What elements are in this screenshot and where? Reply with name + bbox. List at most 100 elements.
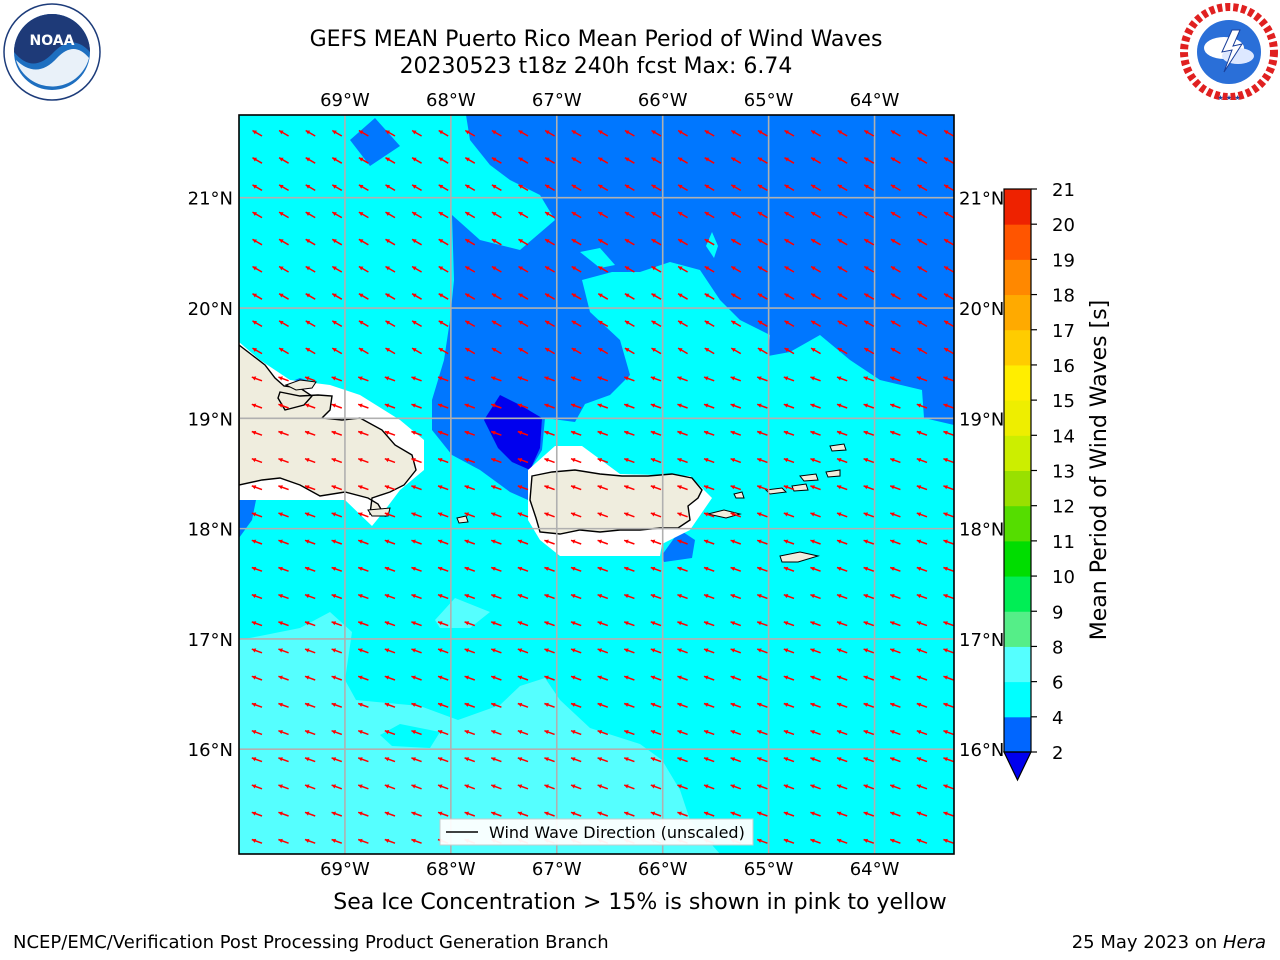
- wind-arrow: [571, 238, 582, 246]
- wind-arrow: [837, 211, 848, 219]
- wind-arrow: [651, 211, 662, 219]
- wind-arrow: [571, 265, 582, 273]
- wind-arrow: [836, 376, 848, 382]
- wind-arrow: [623, 648, 635, 654]
- wind-arrow: [890, 265, 901, 273]
- wind-arrow: [517, 376, 529, 382]
- wind-arrow: [810, 430, 821, 436]
- wind-arrow: [730, 784, 742, 790]
- lon-tick-label-top: 69°W: [320, 90, 370, 111]
- wind-arrow: [544, 211, 555, 219]
- wind-arrow: [863, 811, 875, 817]
- wind-arrow: [889, 784, 901, 790]
- wind-arrow: [837, 184, 848, 192]
- wind-arrow: [889, 757, 901, 763]
- wind-arrow: [863, 238, 875, 246]
- wind-arrow: [570, 621, 582, 627]
- wind-arrow: [704, 184, 715, 192]
- wind-arrow: [570, 811, 582, 817]
- wind-arrow: [943, 320, 954, 328]
- wind-arrow: [437, 621, 449, 627]
- wind-arrow: [623, 729, 635, 736]
- wind-arrow: [597, 512, 609, 518]
- wind-arrow: [677, 403, 688, 409]
- colorbar-segment: [1004, 294, 1031, 331]
- wind-arrow: [411, 430, 422, 436]
- wind-arrow: [331, 566, 343, 572]
- wind-arrow: [703, 457, 715, 464]
- wind-arrow: [836, 512, 848, 518]
- wind-arrow: [623, 702, 635, 708]
- wind-arrow: [917, 184, 928, 192]
- wind-arrow: [783, 621, 795, 627]
- wind-arrow: [438, 238, 449, 246]
- wind-arrow: [597, 430, 609, 436]
- wind-arrow: [278, 512, 289, 518]
- wind-arrow: [863, 757, 875, 763]
- wind-arrow: [943, 485, 954, 491]
- colorbar-tick-label: 16: [1052, 356, 1075, 377]
- wind-arrow: [943, 265, 954, 273]
- wind-arrow: [704, 293, 715, 300]
- wind-arrow: [784, 320, 795, 328]
- wind-arrow: [677, 347, 688, 355]
- wind-arrow: [305, 157, 316, 164]
- lat-tick-label-right: 16°N: [959, 740, 1004, 761]
- wind-arrow: [783, 784, 795, 790]
- land-tortola: [799, 473, 819, 482]
- wind-arrow: [438, 129, 449, 137]
- wind-arrow: [597, 648, 609, 654]
- wind-arrow: [304, 512, 316, 518]
- wind-arrow: [597, 157, 609, 164]
- colorbar-segment: [1004, 435, 1031, 471]
- colorbar-segment: [1004, 470, 1031, 507]
- wind-arrow: [331, 648, 343, 654]
- wind-arrow: [570, 485, 582, 491]
- wind-arrow: [357, 702, 369, 708]
- wind-arrow: [385, 129, 396, 137]
- wind-arrow: [491, 157, 502, 164]
- wind-arrow: [889, 648, 901, 654]
- wind-arrow: [810, 811, 821, 817]
- wind-arrow: [863, 621, 875, 627]
- wind-arrow: [570, 702, 582, 708]
- wind-arrow: [305, 211, 316, 219]
- colorbar-segment: [1004, 400, 1031, 436]
- wind-arrow: [251, 376, 263, 382]
- wind-arrow: [916, 729, 928, 736]
- land-sombrero: [829, 443, 847, 452]
- wind-arrow: [464, 457, 476, 464]
- wind-arrow: [438, 320, 449, 328]
- wind-arrow: [810, 784, 821, 790]
- wind-arrow: [730, 293, 742, 300]
- colorbar-segment: [1004, 329, 1031, 366]
- wind-arrow: [756, 702, 768, 708]
- wind-arrow: [252, 293, 263, 300]
- wind-arrow: [464, 403, 476, 409]
- wind-arrow: [863, 648, 875, 654]
- wind-arrow: [703, 675, 715, 681]
- wind-arrow: [385, 320, 396, 328]
- wind-arrow: [517, 403, 529, 409]
- wind-arrow: [943, 403, 954, 409]
- wind-arrow: [305, 293, 316, 300]
- wind-arrow: [703, 376, 715, 382]
- wind-arrow: [677, 376, 688, 382]
- wind-arrow: [411, 648, 422, 654]
- wind-arrow: [730, 265, 742, 273]
- wind-arrow: [491, 293, 502, 300]
- wind-arrow: [278, 729, 289, 736]
- lat-tick-label-left: 18°N: [188, 520, 233, 541]
- wind-arrow: [278, 784, 289, 790]
- wind-arrow: [384, 784, 396, 790]
- wind-arrow: [331, 293, 343, 300]
- wind-arrow: [889, 539, 901, 545]
- wind-arrow: [703, 811, 715, 817]
- wind-arrow: [677, 265, 688, 273]
- wind-arrow: [784, 238, 795, 246]
- wind-arrow: [518, 211, 529, 219]
- wind-arrow: [623, 376, 635, 382]
- wind-arrow: [784, 293, 795, 300]
- wind-arrow: [252, 184, 263, 192]
- wind-arrow: [517, 784, 529, 790]
